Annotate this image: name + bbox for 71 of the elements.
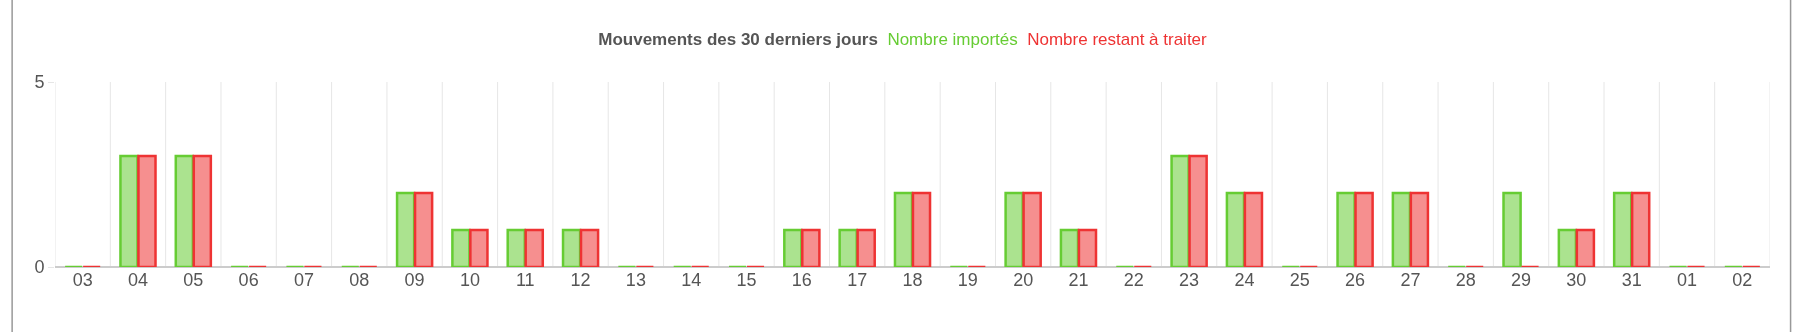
text: Nombre restant à traiter (1027, 30, 1208, 50)
x-tick-label: 03 (72, 270, 93, 290)
bar (1557, 228, 1578, 267)
bar (1612, 191, 1633, 267)
bar (1004, 191, 1024, 267)
x-tick-label: 31 (1621, 270, 1642, 290)
x-tick-label: 15 (736, 270, 757, 290)
x-tick-label: 08 (349, 270, 370, 290)
x-tick-label: 12 (570, 270, 591, 290)
bar (911, 191, 932, 267)
bar (524, 228, 545, 267)
bar (1502, 191, 1522, 267)
x-tick-label: 02 (1732, 270, 1753, 290)
bar (1225, 191, 1246, 267)
text: Nombre importés (887, 30, 1018, 50)
bar (469, 228, 489, 267)
bar (801, 228, 821, 267)
x-tick-label: 30 (1566, 270, 1587, 290)
bar (119, 154, 139, 267)
x-tick-label: 17 (847, 270, 868, 290)
x-tick-label: 20 (1013, 270, 1034, 290)
bar (174, 154, 195, 267)
x-tick-label: 11 (515, 270, 535, 290)
bar (1409, 191, 1430, 267)
x-tick-label: 29 (1511, 270, 1532, 290)
x-tick-label: 06 (238, 270, 259, 290)
bar (1059, 228, 1080, 267)
bar (783, 228, 803, 267)
bar (838, 228, 858, 267)
bar (451, 228, 471, 267)
bar (856, 228, 876, 267)
x-tick-label: 28 (1455, 270, 1476, 290)
y-tick-label: 5 (34, 72, 45, 93)
bar (395, 191, 416, 267)
x-tick-label: 23 (1179, 270, 1200, 290)
x-tick-label: 25 (1289, 270, 1310, 290)
bar (561, 228, 582, 267)
x-tick-label: 16 (791, 270, 812, 290)
bar (1630, 191, 1651, 267)
x-tick-label: 10 (459, 270, 480, 290)
bar (1354, 191, 1374, 267)
chart-title: Mouvements des 30 derniers jours (598, 30, 878, 50)
bar (1077, 228, 1098, 267)
x-tick-label: 13 (625, 270, 646, 290)
x-tick-label: 07 (293, 270, 314, 290)
bar (192, 154, 213, 267)
x-tick-label: 05 (183, 270, 204, 290)
x-tick-label: 22 (1123, 270, 1144, 290)
bar (413, 191, 434, 267)
bar (1575, 228, 1596, 267)
bar (1170, 154, 1190, 267)
x-tick-label: 21 (1068, 270, 1089, 290)
x-tick-label: 26 (1345, 270, 1366, 290)
x-tick-label: 01 (1677, 270, 1698, 290)
bar (1188, 154, 1208, 267)
x-tick-label: 04 (127, 270, 148, 290)
x-tick-label: 09 (404, 270, 425, 290)
bar (506, 228, 527, 267)
y-tick-label: 0 (34, 257, 45, 278)
x-tick-label: 18 (902, 270, 923, 290)
x-tick-label: 19 (957, 270, 978, 290)
bar (579, 228, 600, 267)
bar (1336, 191, 1356, 267)
x-tick-label: 27 (1400, 270, 1421, 290)
bar (1391, 191, 1412, 267)
bar (1022, 191, 1042, 267)
bar (893, 191, 914, 267)
x-tick-label: 14 (681, 270, 702, 290)
bar (1243, 191, 1264, 267)
x-tick-label: 24 (1234, 270, 1255, 290)
bar (137, 154, 157, 267)
